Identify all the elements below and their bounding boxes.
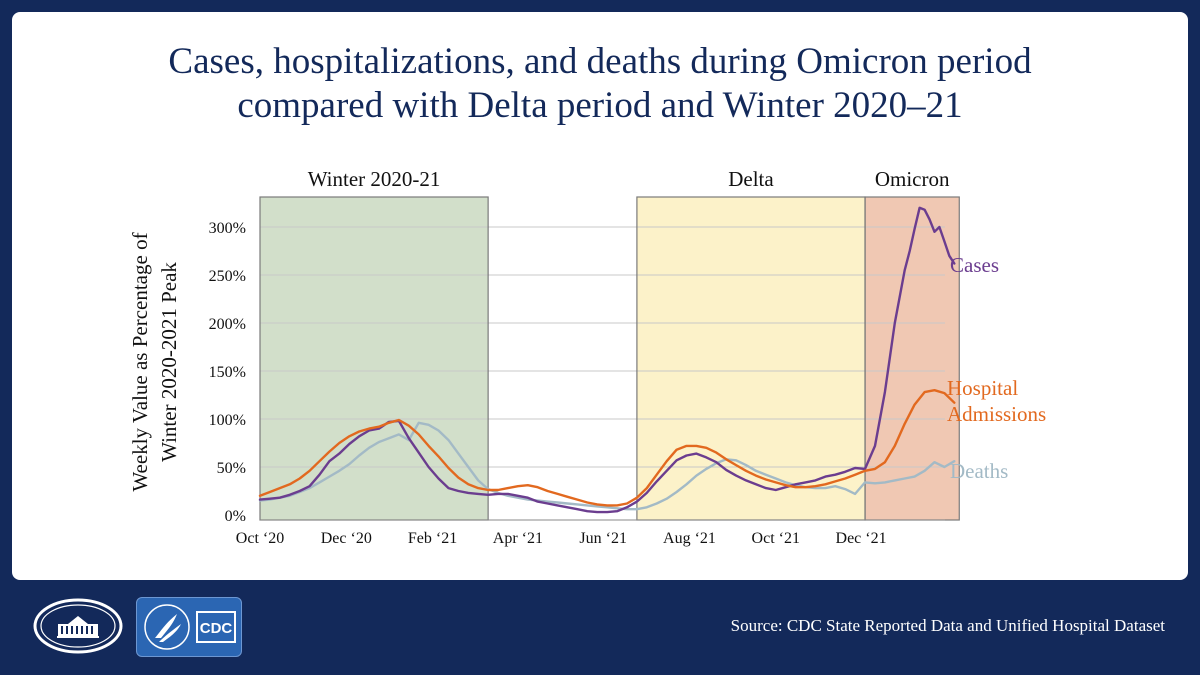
axes: 0% 50% 100% 150% 200% 250% 300% Oct ‘20 Dec ‘20 F… xyxy=(209,220,945,547)
period-label-2: Delta xyxy=(728,167,774,191)
series-line-hospital-admissions xyxy=(258,389,956,507)
white-house-logo xyxy=(33,598,123,654)
x-tick-label-4: Jun ‘21 xyxy=(579,530,627,547)
gridlines xyxy=(260,226,945,468)
y-axis-label-line-2: Winter 2020-2021 Peak xyxy=(157,262,181,462)
period-label-3: Omicron xyxy=(875,167,950,191)
chart-title: Cases, hospitalizations, and deaths duri… xyxy=(0,40,1200,128)
y-axis-label-line-1: Weekly Value as Percentage of xyxy=(128,232,152,491)
y-tick-label-6: 300% xyxy=(209,220,246,237)
y-axis-label: Weekly Value as Percentage of Winter 2020… xyxy=(128,232,181,491)
y-tick-label-4: 200% xyxy=(209,316,246,333)
x-tick-label-1: Dec ‘20 xyxy=(321,530,372,547)
period-labels: Winter 2020-21 Delta Omicron xyxy=(308,167,950,191)
y-tick-label-1: 50% xyxy=(217,460,246,477)
x-tick-label-3: Apr ‘21 xyxy=(493,530,543,547)
hhs-eagle-icon: CDC xyxy=(144,604,236,650)
chart-title-line-2: compared with Delta period and Winter 20… xyxy=(237,85,963,126)
y-tick-label-0: 0% xyxy=(225,508,246,525)
white-house-icon xyxy=(33,598,123,654)
data-series xyxy=(258,206,956,514)
x-tick-label-6: Oct ‘21 xyxy=(752,530,800,547)
cdc-text: CDC xyxy=(200,620,233,637)
series-line-deaths xyxy=(258,421,956,511)
period-band-2 xyxy=(636,197,866,520)
content-card xyxy=(12,12,1188,580)
period-label-1: Winter 2020-21 xyxy=(308,167,441,191)
period-band-1 xyxy=(260,197,489,520)
series-label-cases-1: Cases xyxy=(950,253,999,277)
y-tick-label-3: 150% xyxy=(209,364,246,381)
y-tick-label-2: 100% xyxy=(209,412,246,429)
x-tick-label-0: Oct ‘20 xyxy=(236,530,284,547)
source-note: Source: CDC State Reported Data and Unif… xyxy=(730,616,1165,635)
period-bands xyxy=(260,197,960,520)
x-tick-label-5: Aug ‘21 xyxy=(663,530,716,547)
chart-title-line-1: Cases, hospitalizations, and deaths duri… xyxy=(168,41,1032,82)
series-label-hospital-admissions-1: Hospital xyxy=(947,376,1018,400)
x-tick-label-7: Dec ‘21 xyxy=(836,530,887,547)
hhs-cdc-logo: CDC xyxy=(136,597,242,657)
x-tick-label-2: Feb ‘21 xyxy=(408,530,457,547)
y-tick-label-5: 250% xyxy=(209,268,246,285)
series-label-hospital-admissions-2: Admissions xyxy=(947,402,1046,426)
series-label-deaths-1: Deaths xyxy=(950,459,1008,483)
